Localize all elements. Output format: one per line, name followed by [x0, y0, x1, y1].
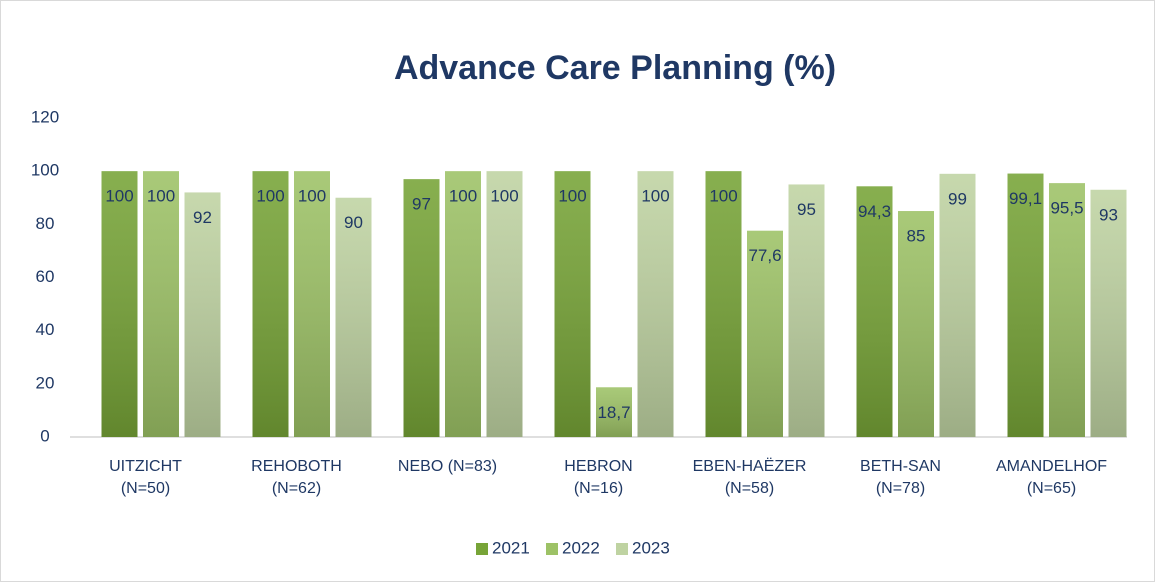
x-tick-label: BETH-SAN (N=78) — [860, 458, 941, 497]
bar — [143, 171, 179, 437]
data-label: 95 — [797, 200, 816, 219]
data-label: 99,1 — [1009, 189, 1042, 208]
y-tick-label: 40 — [36, 320, 55, 339]
bar — [1049, 183, 1085, 437]
bar — [184, 192, 221, 437]
data-label: 99 — [948, 189, 967, 208]
bar — [335, 197, 372, 437]
y-tick-label: 100 — [31, 161, 59, 180]
y-tick-label: 120 — [31, 107, 59, 126]
bar — [1090, 189, 1127, 437]
data-label: 18,7 — [597, 403, 630, 422]
bar — [856, 186, 893, 437]
legend-label: 2023 — [632, 538, 670, 557]
data-label: 100 — [490, 187, 518, 206]
data-label: 95,5 — [1050, 199, 1083, 218]
data-label: 100 — [256, 187, 284, 206]
legend-label: 2022 — [562, 538, 600, 557]
data-label: 100 — [641, 187, 669, 206]
bar — [1007, 173, 1044, 437]
data-label: 77,6 — [748, 246, 781, 265]
data-label: 100 — [105, 187, 133, 206]
legend-swatch — [546, 543, 558, 555]
data-label: 100 — [449, 187, 477, 206]
y-tick-label: 0 — [40, 426, 49, 445]
data-label: 100 — [709, 187, 737, 206]
data-label: 100 — [298, 187, 326, 206]
x-tick-label: REHOBOTH (N=62) — [251, 458, 342, 497]
bar — [637, 171, 674, 437]
chart-title: Advance Care Planning (%) — [394, 49, 836, 87]
x-tick-label: UITZICHT (N=50) — [109, 458, 182, 497]
bar — [486, 171, 523, 437]
legend-swatch — [476, 543, 488, 555]
x-tick-label: AMANDELHOF (N=65) — [995, 458, 1108, 497]
data-label: 100 — [147, 187, 175, 206]
legend-swatch — [616, 543, 628, 555]
data-label: 85 — [907, 227, 926, 246]
legend-label: 2021 — [492, 538, 530, 557]
bar — [403, 179, 440, 437]
data-label: 90 — [344, 213, 363, 232]
x-tick-label: NEBO (N=83) — [397, 458, 498, 475]
bar — [554, 171, 591, 437]
data-label: 100 — [558, 187, 586, 206]
bar — [252, 171, 289, 437]
bar — [101, 171, 138, 437]
bar — [294, 171, 330, 437]
data-label: 94,3 — [858, 202, 891, 221]
data-label: 97 — [412, 195, 431, 214]
y-tick-label: 20 — [36, 373, 55, 392]
data-label: 92 — [193, 208, 212, 227]
x-tick-label: EBEN-HAËZER (N=58) — [692, 458, 807, 497]
x-tick-label: HEBRON (N=16) — [564, 458, 633, 497]
y-tick-label: 80 — [36, 214, 55, 233]
bar — [939, 173, 976, 437]
y-tick-label: 60 — [36, 267, 55, 286]
data-label: 93 — [1099, 205, 1118, 224]
bar — [705, 171, 742, 437]
bar — [445, 171, 481, 437]
bar — [788, 184, 825, 437]
